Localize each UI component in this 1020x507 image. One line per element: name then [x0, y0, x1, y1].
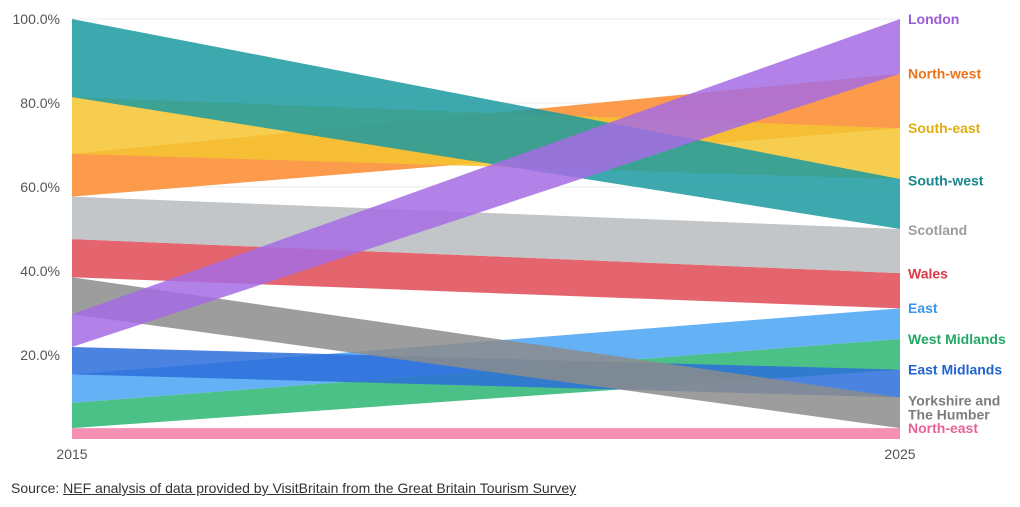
- y-tick-label: 20.0%: [20, 347, 60, 363]
- series-label: East: [908, 300, 938, 316]
- source-note: Source: NEF analysis of data provided by…: [11, 480, 576, 496]
- series-label: Yorkshire and The Humber: [908, 392, 1000, 422]
- series-label: London: [908, 11, 959, 27]
- band-london: [72, 19, 900, 348]
- series-label: East Midlands: [908, 362, 1002, 378]
- series-labels: London North-west South-east South-west Scot…: [908, 11, 1006, 436]
- source-link[interactable]: NEF analysis of data provided by VisitBr…: [63, 480, 577, 496]
- series-label-line: North-east: [908, 420, 978, 436]
- band-south-west: [72, 19, 900, 229]
- series-label-line: Scotland: [908, 222, 967, 238]
- series-label-line: West Midlands: [908, 331, 1006, 347]
- series-bands: [72, 19, 900, 439]
- series-label-line: North-west: [908, 66, 981, 82]
- series-label-line: The Humber: [908, 406, 990, 422]
- source-prefix: Source:: [11, 480, 64, 496]
- series-label-line: Yorkshire and: [908, 392, 1000, 408]
- series-label-line: East Midlands: [908, 362, 1002, 378]
- bump-area-chart: 20.0% 40.0% 60.0% 80.0% 100.0% 2015 2025 Lond…: [13, 11, 1006, 462]
- band-north-east: [72, 428, 900, 439]
- y-tick-label: 60.0%: [20, 179, 60, 195]
- series-label-line: London: [908, 11, 959, 27]
- series-label: North-west: [908, 66, 981, 82]
- y-tick-label: 100.0%: [13, 11, 60, 27]
- series-label: Wales: [908, 266, 948, 282]
- series-label: West Midlands: [908, 331, 1006, 347]
- series-label-line: South-east: [908, 120, 981, 136]
- series-label: South-west: [908, 172, 984, 188]
- y-tick-label: 80.0%: [20, 95, 60, 111]
- x-tick-label: 2025: [884, 446, 915, 462]
- band-scotland: [72, 196, 900, 274]
- series-label-line: South-west: [908, 172, 984, 188]
- x-axis-ticks: 2015 2025: [56, 446, 915, 462]
- series-label: South-east: [908, 120, 981, 136]
- series-label: Scotland: [908, 222, 967, 238]
- band-yorkshire-and-the-humber: [72, 277, 900, 429]
- series-label: North-east: [908, 420, 978, 436]
- series-label-line: Wales: [908, 266, 948, 282]
- y-axis-ticks: 20.0% 40.0% 60.0% 80.0% 100.0%: [13, 11, 60, 363]
- y-tick-label: 40.0%: [20, 263, 60, 279]
- series-label-line: East: [908, 300, 938, 316]
- x-tick-label: 2015: [56, 446, 87, 462]
